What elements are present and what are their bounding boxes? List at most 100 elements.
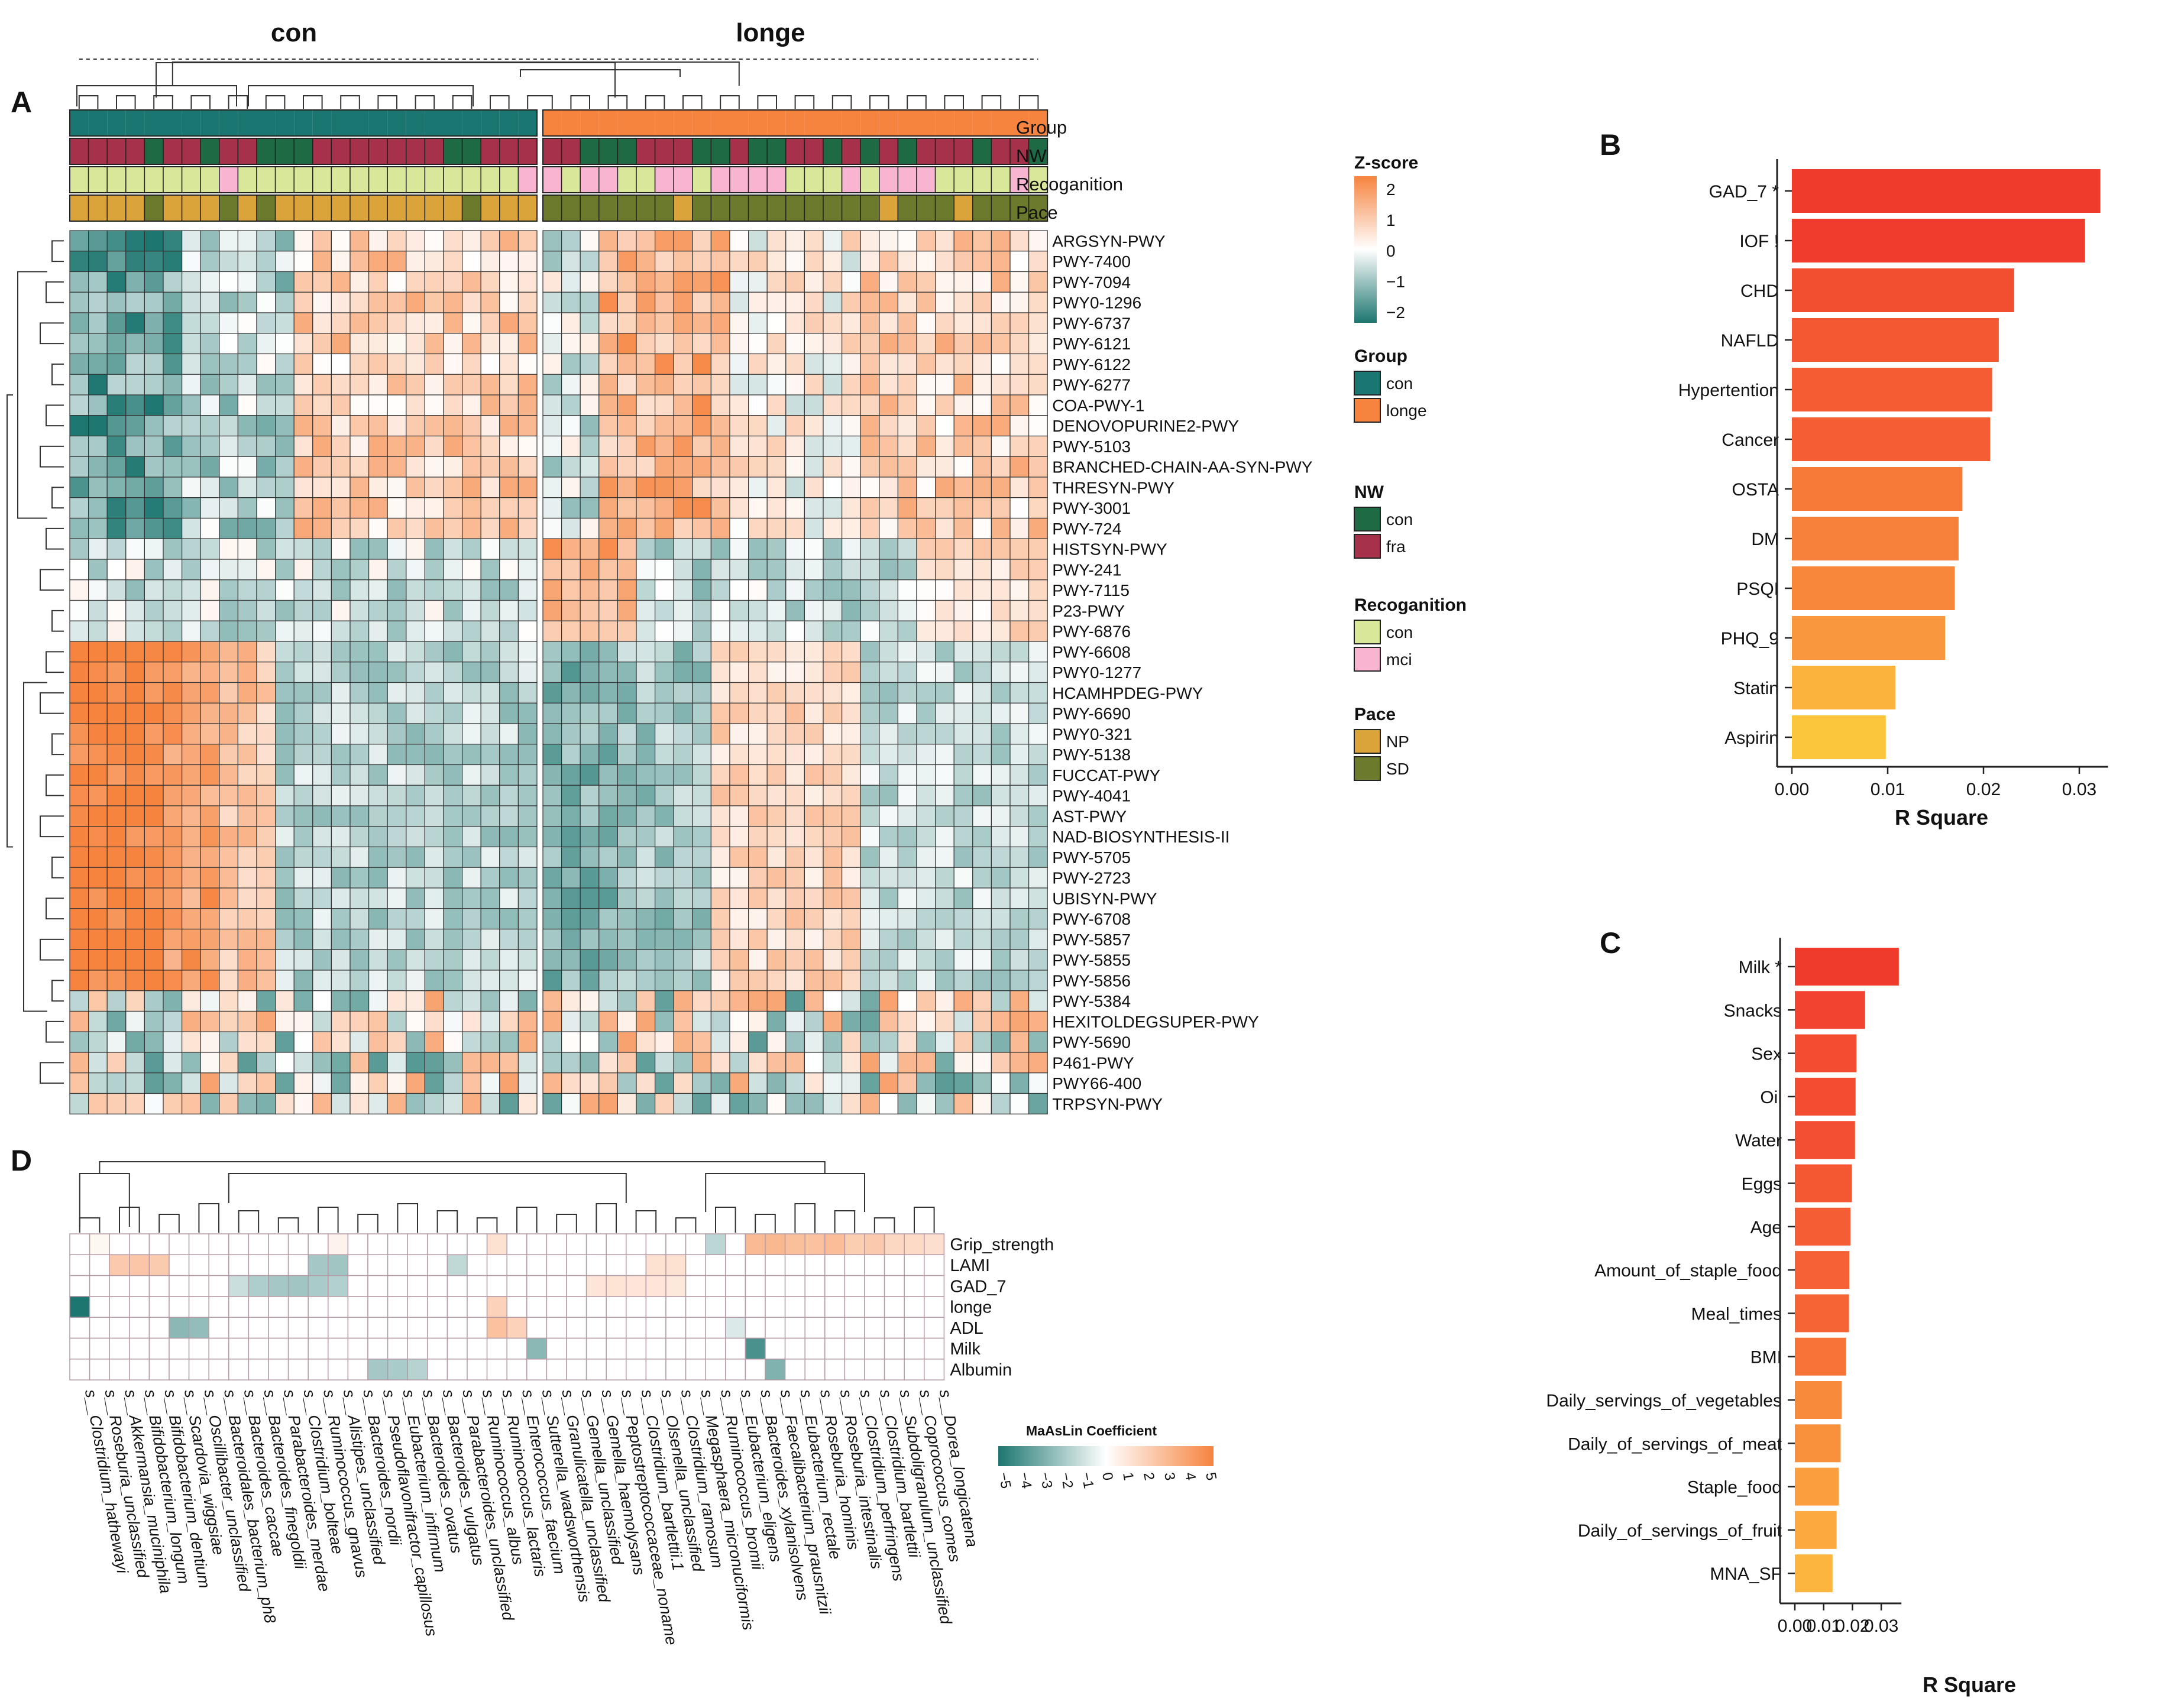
maaslin-cell — [804, 1359, 826, 1380]
heatmap-cell — [561, 333, 581, 355]
heatmap-cell — [293, 805, 313, 827]
heatmap-cell — [517, 271, 538, 293]
heatmap-cell — [219, 949, 238, 971]
heatmap-cell — [424, 805, 444, 827]
recoganition-cell — [69, 166, 89, 193]
heatmap-cell — [331, 702, 351, 724]
pace-cell — [580, 195, 600, 222]
maaslin-cell — [904, 1275, 925, 1297]
recoganition-cell — [654, 166, 674, 193]
heatmap-cell — [934, 517, 954, 539]
heatmap-cell — [785, 908, 805, 930]
heatmap-cell — [580, 970, 600, 991]
x-tick-label: 0.03 — [1864, 1616, 1898, 1636]
maaslin-cell — [924, 1296, 945, 1318]
heatmap-cell — [617, 271, 637, 293]
heatmap-cell — [710, 1010, 730, 1032]
maaslin-cell — [367, 1233, 389, 1256]
heatmap-cell — [443, 662, 463, 683]
heatmap-cell — [368, 353, 388, 375]
heatmap-cell — [991, 415, 1011, 437]
heatmap-cell — [580, 435, 600, 457]
heatmap-cell — [729, 517, 749, 539]
recoganition-cell — [200, 166, 220, 193]
heatmap-cell — [654, 333, 674, 355]
heatmap-cell — [182, 1031, 201, 1053]
heatmap-cell — [275, 641, 295, 663]
heatmap-cell — [517, 394, 538, 416]
heatmap-cell — [991, 456, 1011, 478]
heatmap-cell — [387, 990, 407, 1012]
heatmap-cell — [331, 1031, 351, 1053]
heatmap-cell — [480, 928, 500, 950]
heatmap-cell — [542, 764, 562, 786]
dendro-leaf-link — [869, 95, 889, 109]
heatmap-cell — [748, 887, 768, 909]
heatmap-cell — [443, 682, 463, 704]
heatmap-cell — [312, 1010, 332, 1032]
heatmap-cell — [580, 1010, 600, 1032]
bar — [1795, 1034, 1857, 1072]
heatmap-cell — [163, 949, 183, 971]
heatmap-cell — [636, 908, 656, 930]
heatmap-cell — [480, 949, 500, 971]
heatmap-cell — [1028, 764, 1048, 786]
heatmap-cell — [350, 702, 370, 724]
heatmap-cell — [636, 559, 656, 581]
heatmap-cell — [312, 744, 332, 766]
maaslin-cell — [585, 1233, 607, 1256]
heatmap-cell — [499, 333, 519, 355]
heatmap-cell — [617, 291, 637, 313]
nw-cell — [406, 138, 426, 165]
heatmap-cell — [561, 641, 581, 663]
heatmap-cell — [368, 867, 388, 889]
pace-cell — [823, 195, 843, 222]
heatmap-cell — [219, 251, 238, 273]
heatmap-cell — [542, 744, 562, 766]
heatmap-cell — [617, 559, 637, 581]
heatmap-cell — [897, 949, 917, 971]
heatmap-cell — [480, 785, 500, 806]
heatmap-cell — [312, 723, 332, 745]
heatmap-cell — [88, 620, 108, 642]
heatmap-cell — [1009, 415, 1030, 437]
heatmap-cell — [879, 312, 899, 334]
heatmap-cell — [480, 887, 500, 909]
heatmap-cell — [636, 435, 656, 457]
heatmap-cell — [897, 846, 917, 868]
heatmap-cell — [916, 764, 936, 786]
heatmap-cell — [125, 312, 145, 334]
group-cell — [879, 110, 898, 136]
heatmap-cell — [424, 702, 444, 724]
maaslin-cell — [347, 1275, 368, 1297]
maaslin-cell — [208, 1233, 229, 1256]
heatmap-cell — [823, 579, 843, 601]
heatmap-cell — [200, 641, 220, 663]
heatmap-cell — [804, 517, 824, 539]
dendro-leaf-link — [981, 95, 1002, 109]
panel-label-b: B — [1600, 128, 1621, 161]
maaslin-cell — [526, 1317, 548, 1339]
heatmap-cell — [841, 682, 861, 704]
heatmap-cell — [748, 764, 768, 786]
dendro-leaf-link — [436, 1210, 458, 1233]
maaslin-cell — [367, 1359, 389, 1380]
heatmap-cell — [368, 394, 388, 416]
recoganition-cell — [461, 166, 481, 193]
heatmap-cell — [1009, 682, 1030, 704]
heatmap-cell — [897, 662, 917, 683]
heatmap-cell — [841, 702, 861, 724]
heatmap-cell — [804, 990, 824, 1012]
heatmap-cell — [542, 456, 562, 478]
heatmap-cell — [617, 456, 637, 478]
heatmap-cell — [953, 764, 973, 786]
maaslin-tick-label: 3 — [1161, 1471, 1178, 1482]
heatmap-cell — [406, 785, 425, 806]
heatmap-cell — [480, 641, 500, 663]
heatmap-cell — [275, 477, 295, 498]
heatmap-cell — [636, 579, 656, 601]
heatmap-cell — [542, 1031, 562, 1053]
heatmap-cell — [256, 620, 276, 642]
heatmap-cell — [106, 1010, 127, 1032]
panel-b-bars: GAD_7 *IOF !CHDNAFLDHypertentionCancerOS… — [1678, 169, 2101, 759]
